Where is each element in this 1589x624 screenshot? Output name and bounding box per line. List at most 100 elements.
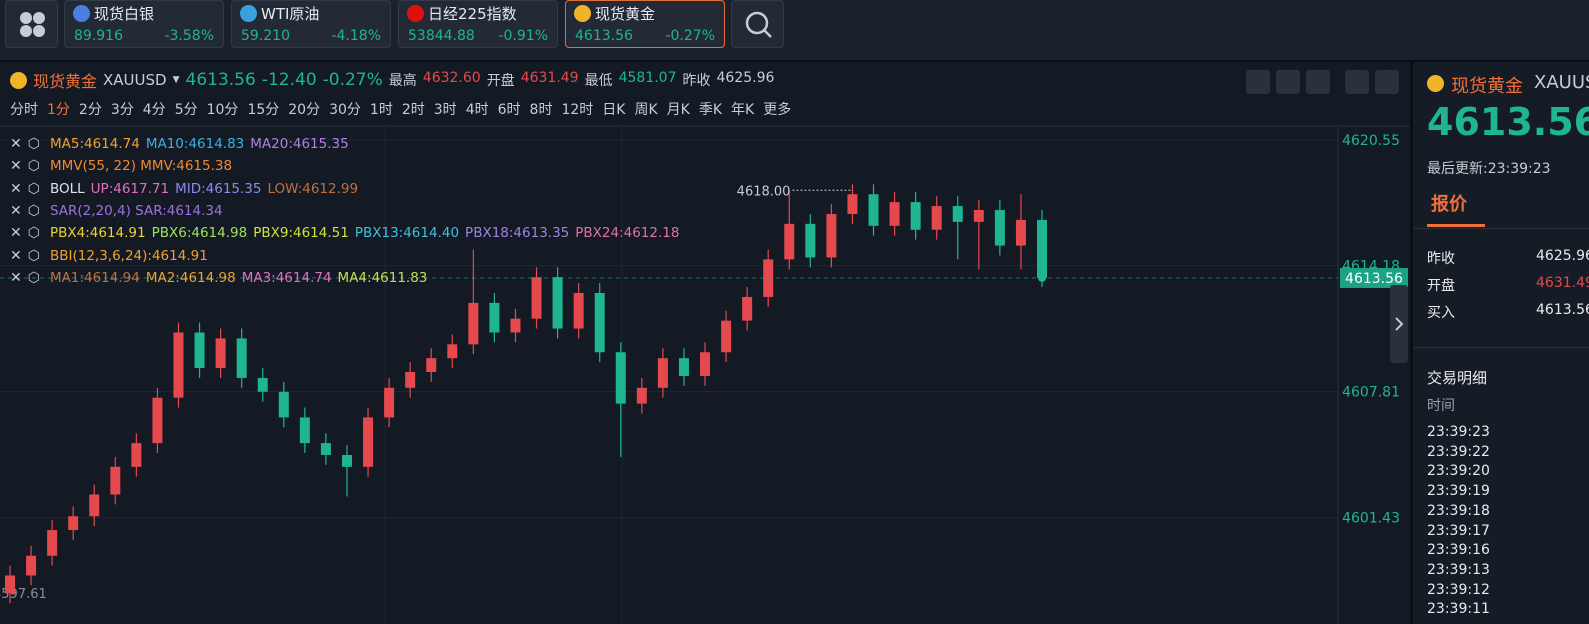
candle-body — [299, 417, 310, 444]
timeframe-tab[interactable]: 月K — [666, 102, 690, 118]
close-icon[interactable]: ✕ — [10, 136, 22, 153]
close-icon[interactable]: ✕ — [10, 158, 22, 175]
candle-body — [973, 210, 984, 222]
candle-body — [236, 338, 247, 378]
stat-value: 4631.49 — [520, 70, 579, 86]
candle-body — [784, 223, 795, 260]
timeframe-tab[interactable]: 4时 — [465, 102, 489, 118]
chevron — [1395, 317, 1404, 331]
close-icon[interactable]: ✕ — [10, 247, 22, 264]
search-button[interactable] — [731, 0, 784, 48]
trades-title: 交易明细 — [1427, 369, 1488, 387]
timeframe-tab[interactable]: 年K — [731, 102, 755, 118]
candle-body — [1037, 219, 1047, 278]
candle-body — [700, 352, 711, 376]
timeframe-tab[interactable]: 15分 — [247, 102, 280, 118]
timeframe-tab[interactable]: 季K — [698, 102, 723, 118]
tool-button[interactable] — [1246, 70, 1270, 94]
timeframe-tab[interactable]: 2分 — [78, 102, 102, 118]
candle-body — [384, 387, 395, 418]
trade-time: 23:39:17 — [1427, 522, 1490, 539]
candle-body — [510, 318, 521, 333]
candle-body — [215, 338, 226, 369]
candle-body — [173, 332, 184, 398]
updated: 最后更新:23:39:23 — [1427, 161, 1551, 177]
timeframe-tab[interactable]: 3分 — [110, 102, 134, 118]
chart-header: 现货黄金 XAUUSD ▼ 4613.56 -12.40 -0.27% 最高 463… — [10, 68, 774, 92]
tool-button[interactable] — [1306, 70, 1330, 94]
candle-body — [363, 417, 374, 467]
settings-icon[interactable]: ⬡ — [27, 269, 40, 286]
indicator-value: PBX9:4614.51 — [253, 225, 349, 242]
candle-body — [489, 302, 500, 333]
candle-body — [721, 320, 732, 353]
candle-body — [194, 332, 205, 369]
symbol-code[interactable]: XAUUSD — [103, 71, 167, 89]
ticker-name-row: 现货黄金 — [574, 3, 655, 24]
indicator-value: LOW:4612.99 — [267, 180, 359, 197]
dropdown[interactable]: ▼ — [172, 75, 180, 85]
quote-label: 开盘 — [1427, 278, 1455, 294]
ticker-price: 59.210 — [241, 28, 290, 44]
candle-body — [657, 358, 668, 388]
indicator-row: ✕ ⬡ BOLL UP:4617.71 MID:4615.35 LOW:4612.99 — [10, 178, 679, 200]
timeframe-tab[interactable]: 1分 — [47, 102, 70, 118]
indicator-value: MID:4615.35 — [175, 180, 262, 197]
ticker-tile[interactable]: 现货白银 89.916 -3.58% — [64, 0, 224, 48]
close-icon[interactable]: ✕ — [10, 203, 22, 220]
timeframe-tab[interactable]: 5分 — [174, 102, 198, 118]
tool-button[interactable] — [1345, 70, 1369, 94]
candle-body — [278, 391, 289, 418]
y-tick-label: 4601.43 — [1342, 511, 1400, 527]
tab-quote[interactable]: 报价 — [1431, 194, 1467, 215]
indicator-value: PBX13:4614.40 — [354, 225, 460, 242]
tool-button[interactable] — [1276, 70, 1300, 94]
indicator-value: MA2:4614.98 — [145, 269, 236, 286]
timeframe-tab[interactable]: 更多 — [763, 102, 792, 118]
indicator-value: PBX24:4612.18 — [575, 225, 680, 242]
timeframe-tab[interactable]: 12时 — [561, 102, 594, 118]
settings-icon[interactable]: ⬡ — [27, 158, 40, 175]
close-icon[interactable]: ✕ — [10, 269, 22, 286]
close-icon[interactable]: ✕ — [10, 225, 22, 242]
timeframe-tab[interactable]: 1时 — [369, 102, 393, 118]
panel-toggle[interactable] — [1390, 285, 1408, 363]
settings-icon[interactable]: ⬡ — [27, 136, 40, 153]
timeframe-tab[interactable]: 分时 — [10, 102, 38, 118]
symbol-name: 现货黄金 — [33, 72, 98, 91]
settings-icon[interactable]: ⬡ — [27, 247, 40, 264]
timeframe-tab[interactable]: 30分 — [329, 102, 361, 118]
timeframe-tab[interactable]: 4分 — [142, 102, 166, 118]
timeframe-tab[interactable]: 10分 — [206, 102, 239, 118]
ticker-price: 4613.56 — [575, 28, 633, 44]
timeframe-tab[interactable]: 6时 — [497, 102, 521, 118]
tool-button[interactable] — [1375, 70, 1399, 94]
ticker-name-row: WTI原油 — [240, 3, 319, 24]
indicator-row: ✕ ⬡ MMV(55, 22) MMV:4615.38 — [10, 155, 679, 177]
menu-button[interactable] — [5, 0, 58, 48]
ticker-price: 53844.88 — [408, 28, 475, 44]
candle-body — [131, 443, 142, 467]
timeframe-tab[interactable]: 20分 — [288, 102, 321, 118]
ticker-icon — [73, 5, 90, 22]
close-icon[interactable]: ✕ — [10, 180, 22, 197]
timeframe-tab[interactable]: 日K — [602, 102, 626, 118]
trade-time: 23:39:23 — [1427, 424, 1490, 440]
indicator-row: ✕ ⬡ BBI(12,3,6,24):4614.91 — [10, 244, 679, 266]
ticker-tile[interactable]: WTI原油 59.210 -4.18% — [231, 0, 391, 48]
indicator-value: MA4:4611.83 — [337, 269, 428, 286]
ticker-tile[interactable]: 日经225指数 53844.88 -0.91% — [398, 0, 558, 48]
ticker-tile[interactable]: 现货黄金 4613.56 -0.27% — [565, 0, 725, 48]
timeframe-tab[interactable]: 8时 — [529, 102, 553, 118]
candle-body — [468, 302, 479, 345]
settings-icon[interactable]: ⬡ — [27, 203, 40, 220]
timeframe-tab[interactable]: 3时 — [433, 102, 457, 118]
indicator-legend: ✕ ⬡ MA5:4614.74 MA10:4614.83 MA20:4615.35 ✕ ⬡ M… — [10, 133, 679, 289]
timeframe-tab[interactable]: 2时 — [401, 102, 425, 118]
settings-icon[interactable]: ⬡ — [27, 180, 40, 197]
candle-body — [742, 296, 753, 321]
indicator-value: MA5:4614.74 — [49, 136, 140, 153]
timeframe-tab[interactable]: 周K — [634, 102, 658, 118]
settings-icon[interactable]: ⬡ — [27, 225, 40, 242]
